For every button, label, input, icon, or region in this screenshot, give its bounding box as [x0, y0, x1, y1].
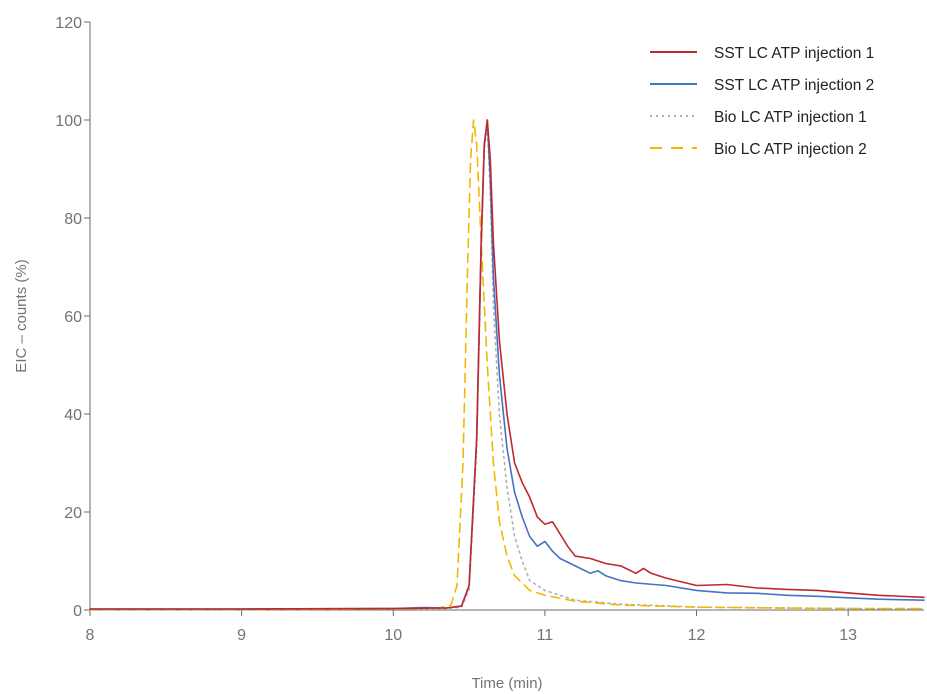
y-tick-label: 100: [55, 113, 82, 130]
y-tick-label: 20: [64, 505, 82, 522]
legend: SST LC ATP injection 1 SST LC ATP injecti…: [650, 45, 874, 158]
y-tick-label: 80: [64, 211, 82, 228]
legend-label-3: Bio LC ATP injection 1: [714, 109, 867, 126]
legend-label-4: Bio LC ATP injection 2: [714, 141, 867, 158]
y-axis-ticks: 0 20 40 60 80 100 120: [55, 15, 90, 620]
x-axis-title: Time (min): [471, 675, 542, 692]
y-tick-label: 40: [64, 407, 82, 424]
legend-label-1: SST LC ATP injection 1: [714, 45, 874, 62]
y-tick-label: 60: [64, 309, 82, 326]
series-line-1: [89, 119, 925, 610]
series-line-2: [89, 119, 925, 610]
y-axis-title: EIC – counts (%): [13, 259, 30, 372]
y-tick-label: 120: [55, 15, 82, 32]
series-lines: [89, 119, 925, 611]
series-line-4: [89, 119, 925, 611]
x-tick-label: 8: [86, 627, 95, 644]
x-tick-label: 11: [537, 627, 554, 644]
x-tick-label: 13: [839, 627, 857, 644]
x-tick-label: 9: [237, 627, 246, 644]
x-tick-label: 10: [384, 627, 402, 644]
legend-label-2: SST LC ATP injection 2: [714, 77, 874, 94]
x-axis-ticks: 8 9 10 11 12 13: [86, 610, 857, 644]
series-line-3: [89, 124, 925, 611]
y-tick-label: 0: [73, 603, 82, 620]
x-tick-label: 12: [688, 627, 706, 644]
